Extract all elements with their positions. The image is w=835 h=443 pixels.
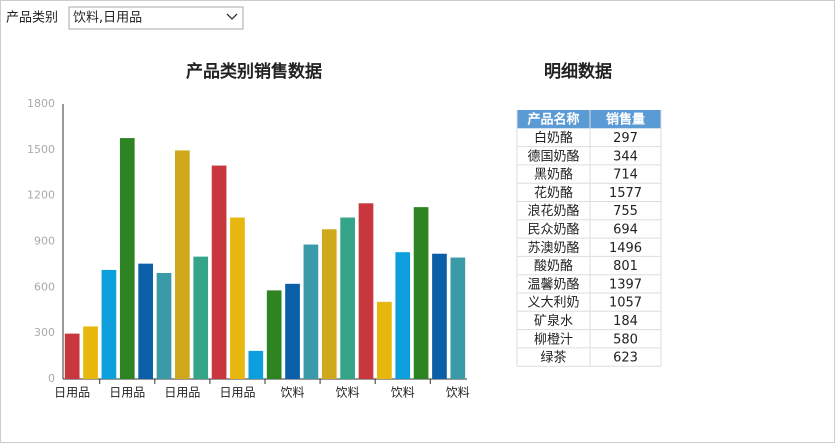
- y-tick-label: 300: [34, 326, 55, 339]
- bar: [138, 263, 153, 379]
- table-cell: 浪花奶酪: [527, 203, 579, 219]
- table-cell: 1577: [609, 186, 642, 201]
- x-tick-label: 饮料: [336, 386, 360, 400]
- x-tick-label: 饮料: [446, 386, 470, 400]
- chart: 0 300 600 900 1200 1500 1800 日用品 日用品 日用品 日用品 饮料 饮料 饮料…: [27, 97, 470, 400]
- bar: [377, 301, 392, 379]
- table-cell: 1397: [609, 277, 642, 292]
- table-cell: 801: [613, 259, 638, 274]
- y-tick-label: 900: [34, 235, 55, 248]
- bar: [156, 272, 172, 379]
- table-header-bg: [517, 110, 661, 129]
- table-cell: 694: [613, 222, 638, 237]
- table-cell: 柳橙汁: [534, 332, 573, 347]
- filter-select[interactable]: [68, 6, 244, 30]
- table-cell: 714: [613, 168, 638, 183]
- y-tick-label: 1500: [27, 143, 55, 156]
- bar: [119, 138, 135, 379]
- bar: [340, 217, 355, 379]
- table-cell: 绿茶: [540, 350, 566, 366]
- bar: [321, 229, 337, 379]
- bar: [266, 290, 282, 379]
- bar: [432, 253, 447, 379]
- table-cell: 民众奶酪: [527, 221, 579, 237]
- table-cell: 白奶酪: [534, 130, 573, 146]
- x-tick-label: 日用品: [219, 386, 255, 400]
- table-cell: 1057: [609, 296, 642, 311]
- table-cell: 297: [613, 131, 638, 146]
- filter-value[interactable]: 饮料,日用品: [73, 11, 142, 26]
- table-cell: 755: [613, 204, 638, 219]
- bar: [248, 350, 264, 379]
- filter-label: 产品类别: [6, 11, 58, 26]
- table-cell: 苏澳奶酪: [527, 240, 579, 256]
- bar: [395, 252, 411, 379]
- bar: [64, 333, 80, 379]
- bar: [230, 217, 245, 379]
- x-tick-label: 日用品: [54, 386, 90, 400]
- table-cell: 德国奶酪: [527, 148, 579, 164]
- bar: [358, 203, 374, 379]
- table-cell: 184: [613, 314, 638, 329]
- table-header: 销售量: [606, 112, 645, 128]
- bar: [303, 244, 319, 379]
- bar: [285, 283, 300, 379]
- x-tick-label: 日用品: [164, 386, 200, 400]
- bar: [450, 257, 466, 379]
- table-title: 明细数据: [544, 61, 612, 82]
- table-cell: 黑奶酪: [534, 167, 573, 183]
- bar: [175, 150, 190, 379]
- table-cell: 酸奶酪: [534, 258, 573, 274]
- x-tick-label: 日用品: [109, 386, 145, 400]
- chevron: [226, 13, 238, 20]
- table-cell: 矿泉水: [534, 313, 573, 329]
- bar: [211, 165, 227, 379]
- table-cell: 花奶酪: [534, 185, 573, 201]
- bar: [101, 269, 117, 379]
- x-tick-label: 饮料: [281, 386, 305, 400]
- table-header: 产品名称: [527, 112, 579, 128]
- bar: [193, 256, 209, 379]
- y-tick-label: 1800: [27, 97, 55, 110]
- bar: [413, 207, 429, 379]
- table-cell: 义大利奶: [527, 296, 579, 311]
- y-tick-label: 1200: [27, 189, 55, 202]
- table-cell: 温馨奶酪: [527, 276, 579, 292]
- chart-title: 产品类别销售数据: [186, 61, 322, 82]
- y-tick-label: 600: [34, 280, 55, 293]
- x-tick-label: 饮料: [391, 386, 415, 400]
- table-cell: 1496: [609, 241, 642, 256]
- table-cell: 344: [613, 149, 638, 164]
- table-cell: 623: [613, 351, 638, 366]
- table-cell: 580: [613, 332, 638, 347]
- y-tick-label: 0: [48, 372, 55, 385]
- bar: [83, 326, 98, 379]
